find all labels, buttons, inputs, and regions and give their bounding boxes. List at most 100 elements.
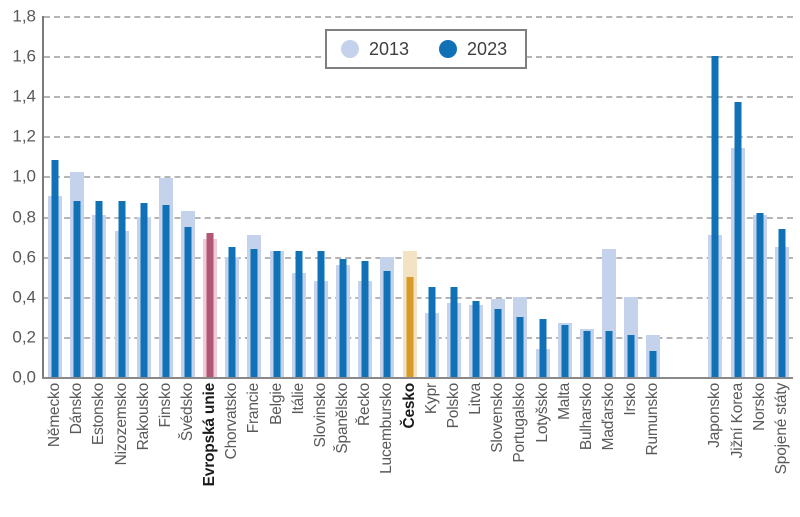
y-tick-label: 1,2 (12, 126, 36, 146)
x-axis-label: Litva (467, 383, 485, 415)
bar-column: Litva (465, 16, 487, 415)
y-tick-label: 1,6 (12, 46, 36, 66)
bar-column: Itálie (288, 16, 310, 415)
bar-column: Francie (243, 16, 265, 433)
y-tick-label: 0,6 (12, 247, 36, 267)
bar-column: Spojené státy (771, 16, 793, 474)
legend-item-2023: 2023 (439, 40, 507, 58)
gridline (44, 257, 793, 259)
legend-label-2023: 2023 (467, 39, 508, 59)
bar-column: Rakousko (133, 16, 155, 450)
y-tick-label: 0,2 (12, 327, 36, 347)
bar-2023 (162, 205, 170, 377)
x-axis-label: Chorvatsko (223, 383, 241, 460)
x-axis-label: Belgie (267, 383, 285, 425)
bar-column: Maďarsko (598, 16, 620, 450)
bar-2023 (295, 251, 303, 377)
bar-column: Španělsko (332, 16, 354, 454)
bar-2023 (406, 277, 414, 377)
x-axis-label: Francie (245, 383, 263, 434)
bar-column: Slovinsko (310, 16, 332, 448)
bar-2023 (73, 201, 81, 377)
x-axis-label: Slovensko (489, 383, 507, 453)
bar-column: Finsko (155, 16, 177, 427)
gridline (44, 136, 793, 138)
bars-container: Německo Dánsko Estonsko Nizozemsko Rakousko F… (44, 16, 793, 486)
y-tick-label: 1,8 (12, 6, 36, 26)
bar-column: Kypr (421, 16, 443, 414)
gridline (44, 297, 793, 299)
bar-2023 (140, 203, 148, 377)
y-tick-label: 0,8 (12, 207, 36, 227)
x-axis-label: Japonsko (706, 383, 724, 448)
legend-label-2013: 2013 (369, 39, 410, 59)
bar-2023 (756, 213, 764, 377)
legend-circle-2013-icon (341, 40, 359, 58)
bar-2023 (711, 56, 719, 377)
x-axis-label: Rakousko (134, 383, 152, 451)
bar-2023 (428, 287, 436, 377)
bar-2023 (228, 247, 236, 377)
bar-column: Belgie (266, 16, 288, 425)
bar-column: Irsko (620, 16, 642, 416)
x-axis-label: Lucembursko (378, 383, 396, 474)
bar-2023 (206, 233, 214, 377)
gridline (44, 176, 793, 178)
bar-column: Japonsko (704, 16, 726, 448)
bar-2023 (778, 229, 786, 377)
bar-column: Slovensko (487, 16, 509, 453)
x-axis-label: Polsko (444, 383, 462, 429)
x-axis-label: Řecko (356, 383, 374, 426)
x-axis-label: Evropská unie (201, 383, 219, 487)
y-tick-label: 0,4 (12, 287, 36, 307)
bar-2023 (734, 102, 742, 377)
x-axis-label: Lotyšsko (533, 383, 551, 443)
x-axis-label: Estonsko (90, 383, 108, 446)
x-axis-label: Rumunsko (644, 383, 662, 456)
y-tick-label: 1,0 (12, 166, 36, 186)
bar-column: Lotyšsko (531, 16, 553, 443)
x-axis-label: Slovinsko (311, 383, 329, 448)
bar-2023 (472, 301, 480, 377)
bar-2023 (539, 319, 547, 377)
bar-column: Polsko (443, 16, 465, 428)
x-axis-label: Dánsko (68, 383, 86, 435)
bar-2023 (494, 309, 502, 377)
bar-column: Evropská unie (199, 16, 221, 486)
bar-2023 (561, 325, 569, 377)
bar-2023 (516, 317, 524, 377)
legend-circle-2023-icon (439, 40, 458, 58)
bar-column: Portugalsko (509, 16, 531, 463)
bar-column: Lucembursko (376, 16, 398, 474)
x-axis-label: Malta (555, 383, 573, 420)
bar-column: Bulharsko (576, 16, 598, 450)
bar-2023 (583, 331, 591, 377)
x-axis-label: Kypr (422, 383, 440, 415)
bar-2023 (361, 261, 369, 377)
legend: 2013 2023 (325, 29, 528, 69)
bar-column: Malta (554, 16, 576, 420)
bar-column: Rumunsko (642, 16, 664, 456)
x-axis-label: Španělsko (334, 383, 352, 454)
x-axis-label: Švédsko (179, 383, 197, 442)
bar-column: Nizozemsko (110, 16, 132, 465)
bar-column: Estonsko (88, 16, 110, 445)
x-axis-label: Portugalsko (511, 383, 529, 463)
bar-column: Česko (399, 16, 421, 429)
x-axis-label: Německo (46, 383, 64, 448)
y-axis-line (42, 16, 44, 379)
gridline (44, 16, 793, 18)
bar-column: Řecko (354, 16, 376, 426)
x-axis-label: Bulharsko (577, 383, 595, 451)
gridline (44, 217, 793, 219)
bar-2023 (184, 227, 192, 377)
bar-2023 (250, 249, 258, 377)
x-axis-label: Maďarsko (599, 383, 617, 451)
gridline (44, 96, 793, 98)
bar-2023 (627, 335, 635, 377)
bar-column: Jižní Korea (727, 16, 749, 458)
bar-2023 (605, 331, 613, 377)
bar-2023 (273, 251, 281, 377)
bar-2023 (51, 160, 59, 377)
